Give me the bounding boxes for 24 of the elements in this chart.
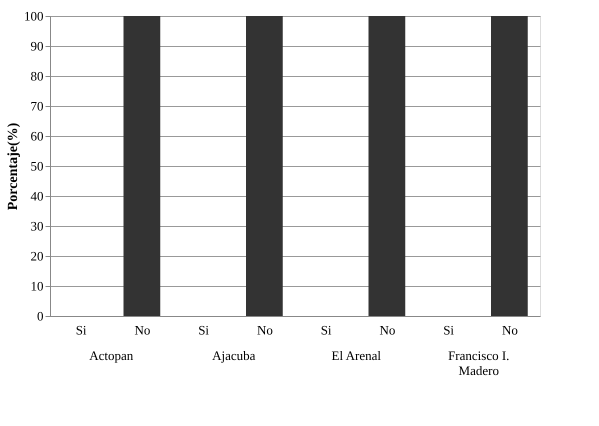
text: Actopan (89, 348, 134, 363)
y-tick-label: 50 (30, 158, 44, 174)
x-tick-label: No (134, 322, 150, 338)
y-axis-title: Porcentaje(%) (6, 122, 21, 210)
y-tick-label: 30 (30, 218, 44, 234)
text: Ajacuba (212, 348, 256, 363)
x-tick-label: No (379, 322, 396, 338)
text: El Arenal (332, 348, 382, 363)
y-tick-label: 0 (37, 308, 44, 324)
y-tick-label: 20 (30, 248, 44, 264)
text: Francisco I. Madero (448, 348, 510, 378)
y-tick-label: 40 (30, 188, 44, 204)
y-tick-label: 80 (30, 68, 44, 84)
x-tick-label: Si (320, 322, 332, 338)
x-tick-label: Si (76, 322, 87, 338)
y-tick-label: 100 (24, 8, 44, 24)
x-tick-label: No (256, 322, 273, 338)
y-tick-label: 70 (30, 98, 44, 114)
y-tick-label: 10 (30, 278, 44, 294)
y-tick-label: 90 (30, 38, 44, 54)
x-tick-label: Si (443, 322, 454, 338)
x-tick-label: No (502, 322, 518, 338)
x-tick-label: Si (198, 322, 210, 338)
y-tick-label: 60 (30, 128, 44, 144)
